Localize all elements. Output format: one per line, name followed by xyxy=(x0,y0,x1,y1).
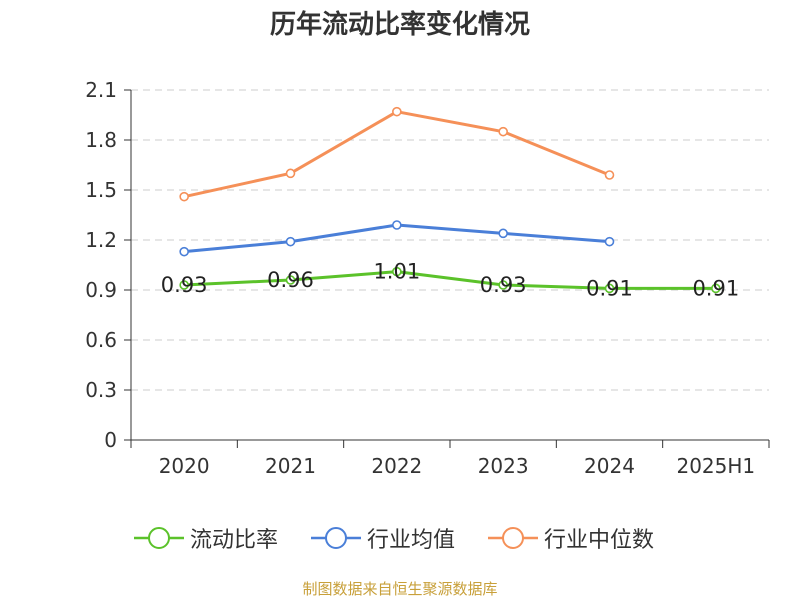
data-point xyxy=(392,220,402,230)
axes: 0 0.3 0.6 0.9 1.2 1.5 1.8 2.1 2020 2021 2022 2023 20… xyxy=(85,78,770,478)
grid-lines xyxy=(131,89,769,391)
y-tick-label: 0 xyxy=(104,428,117,452)
data-point xyxy=(498,280,508,290)
series-line xyxy=(184,270,716,290)
data-point xyxy=(392,106,402,117)
data-label: 1.01 xyxy=(373,260,420,284)
data-labels: 0.93 0.96 1.01 0.93 0.91 0.91 xyxy=(161,260,739,301)
data-label: 0.91 xyxy=(692,276,739,300)
data-label: 0.91 xyxy=(586,276,633,300)
data-point xyxy=(604,283,615,294)
legend: 流动比率 行业均值 行业中位数 xyxy=(0,518,800,558)
chart-title: 历年流动比率变化情况 xyxy=(269,10,530,40)
data-label: 0.96 xyxy=(267,268,314,292)
data-label: 0.93 xyxy=(161,273,208,297)
y-tick-label: 1.8 xyxy=(85,128,117,152)
y-tick-label: 0.6 xyxy=(85,328,117,352)
data-point xyxy=(179,280,189,290)
data-label: 0.93 xyxy=(480,273,527,297)
data-point xyxy=(285,275,296,285)
legend-item[interactable]: 行业中位数 xyxy=(488,518,654,558)
source-note: 制图数据来自恒生聚源数据库 xyxy=(302,580,498,598)
x-tick-label: 2023 xyxy=(478,454,529,478)
legend-swatch-icon xyxy=(311,527,361,549)
legend-item[interactable]: 流动比率 xyxy=(134,518,278,558)
x-tick-label: 2024 xyxy=(584,454,635,478)
y-tick-label: 1.2 xyxy=(85,228,117,252)
legend-label: 流动比率 xyxy=(190,528,279,553)
data-point xyxy=(285,168,296,179)
x-tick-label: 2021 xyxy=(265,454,316,478)
y-tick-label: 2.1 xyxy=(85,78,117,102)
data-point xyxy=(179,246,189,257)
y-tick-label: 0.9 xyxy=(85,278,117,302)
series-lines xyxy=(179,106,721,294)
data-point xyxy=(498,228,508,239)
series-line xyxy=(183,110,611,199)
y-tick-label: 0.3 xyxy=(85,378,117,402)
data-point xyxy=(179,191,189,202)
x-tick-label: 2022 xyxy=(371,454,422,478)
legend-label: 行业均值 xyxy=(367,528,456,553)
x-tick-label: 2025H1 xyxy=(676,454,755,478)
legend-swatch-marker xyxy=(502,527,524,549)
data-point xyxy=(604,236,615,247)
legend-swatch-icon xyxy=(134,527,184,549)
legend-label: 行业中位数 xyxy=(544,528,655,553)
data-point xyxy=(604,170,615,180)
y-tick-label: 1.5 xyxy=(85,178,117,202)
legend-swatch-icon xyxy=(488,527,538,549)
data-point xyxy=(392,266,402,277)
legend-swatch-marker xyxy=(325,527,347,549)
legend-swatch-marker xyxy=(148,527,170,549)
data-point xyxy=(498,126,508,137)
data-point xyxy=(285,236,296,247)
x-tick-label: 2020 xyxy=(159,454,210,478)
legend-item[interactable]: 行业均值 xyxy=(311,518,455,558)
data-point xyxy=(711,283,721,294)
